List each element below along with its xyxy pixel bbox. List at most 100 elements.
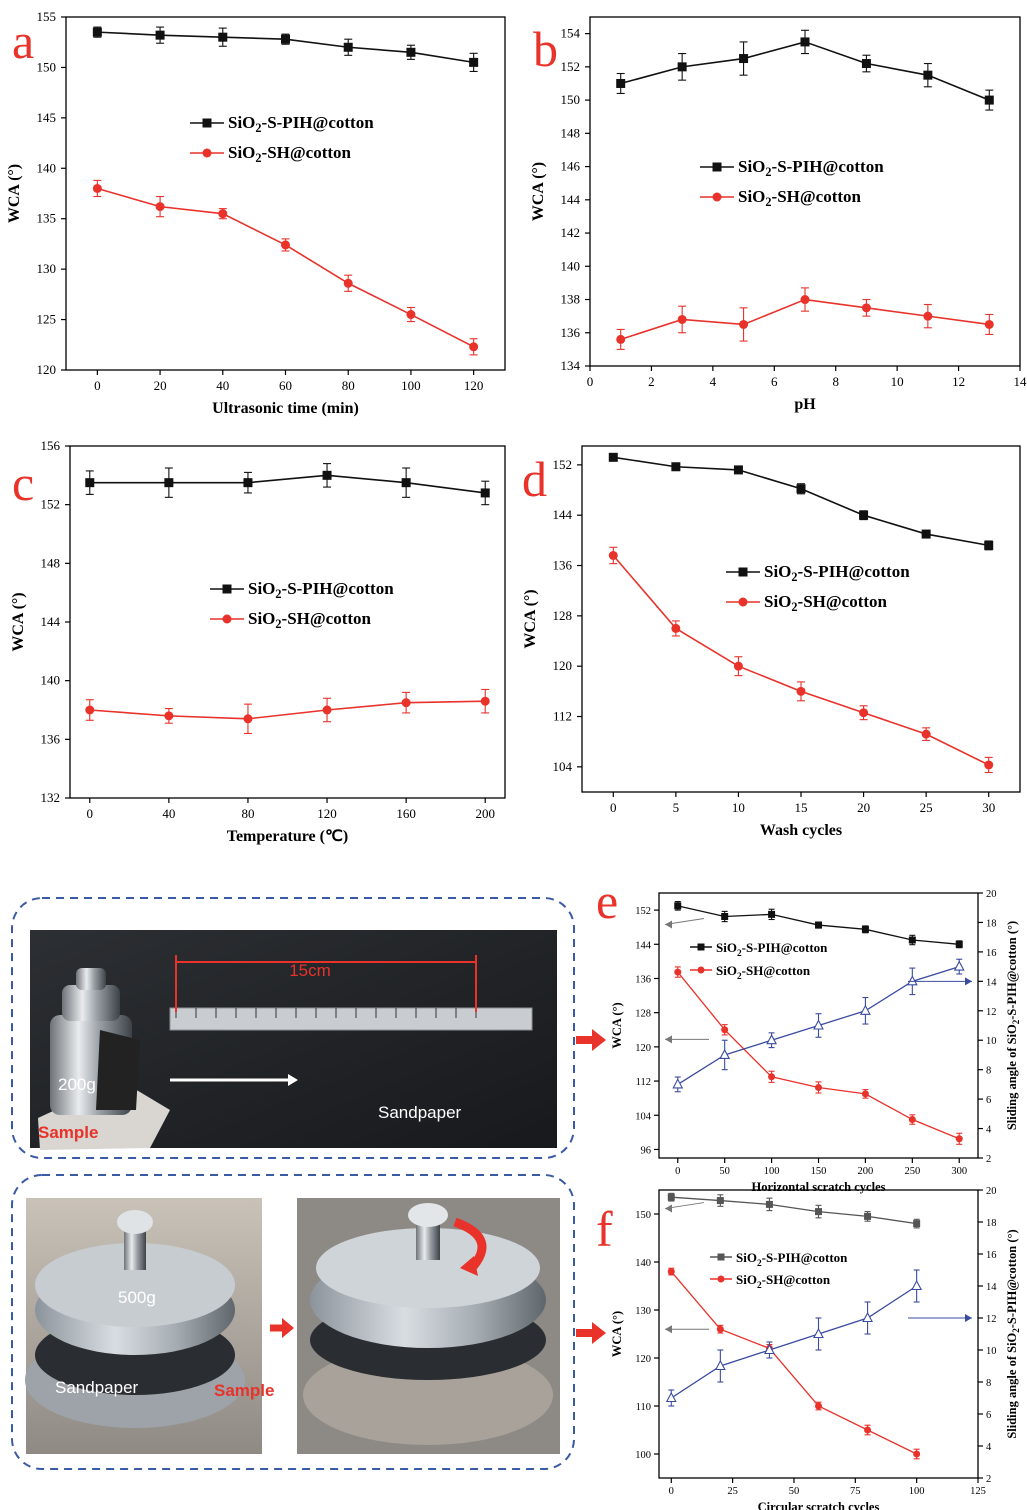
arrow-to-e bbox=[576, 1029, 606, 1051]
y2-tick-label: 10 bbox=[986, 1346, 997, 1357]
data-point bbox=[469, 57, 479, 67]
legend-entry: SiO2-S-PIH@cotton bbox=[210, 579, 394, 601]
series-line bbox=[670, 1271, 917, 1455]
y-tick-label: 144 bbox=[561, 192, 581, 207]
x-tick-label: 0 bbox=[669, 1486, 674, 1497]
y-tick-label: 125 bbox=[37, 312, 57, 327]
data-point bbox=[796, 686, 806, 696]
y2-tick-label: 8 bbox=[986, 1378, 991, 1389]
data-point bbox=[677, 314, 687, 324]
x-tick-label: 15 bbox=[795, 800, 808, 815]
y-tick-label: 136 bbox=[635, 974, 651, 985]
x-tick-label: 10 bbox=[891, 374, 904, 389]
sandpaper-label-top: Sandpaper bbox=[378, 1103, 462, 1122]
y2-tick-label: 20 bbox=[986, 1186, 997, 1197]
sample-label-top: Sample bbox=[38, 1123, 98, 1142]
series-sliding-angle bbox=[672, 958, 965, 1093]
y-tick-label: 152 bbox=[41, 497, 61, 512]
panel-label: d bbox=[522, 451, 547, 507]
x-tick-label: 12 bbox=[952, 374, 965, 389]
y-tick-label: 150 bbox=[561, 92, 581, 107]
y-tick-label: 152 bbox=[635, 906, 651, 917]
series-line bbox=[89, 700, 486, 720]
y-tick-label: 134 bbox=[561, 358, 581, 373]
x-tick-label: 0 bbox=[610, 800, 617, 815]
plot-frame bbox=[581, 445, 1021, 793]
data-point bbox=[921, 529, 931, 539]
data-point bbox=[861, 1090, 869, 1098]
photo-panel-bottom: 500g Sandpaper Sample bbox=[11, 1174, 575, 1470]
data-point bbox=[815, 1402, 822, 1410]
data-point bbox=[721, 913, 729, 921]
y-tick-label: 154 bbox=[561, 26, 581, 41]
data-point bbox=[667, 1268, 675, 1276]
series-line bbox=[613, 456, 989, 547]
y-tick-label: 144 bbox=[41, 614, 61, 629]
data-point bbox=[955, 1135, 963, 1143]
data-point bbox=[92, 27, 102, 37]
x-tick-label: 40 bbox=[162, 806, 175, 821]
y-axis-label: WCA (°) bbox=[6, 164, 23, 223]
arrow-to-f bbox=[576, 1322, 606, 1344]
y-tick-label: 112 bbox=[553, 709, 572, 724]
svg-text:SiO2-SH@cotton: SiO2-SH@cotton bbox=[716, 963, 811, 982]
data-point bbox=[401, 698, 411, 708]
data-point bbox=[164, 711, 174, 721]
data-point bbox=[608, 550, 618, 560]
data-point bbox=[469, 342, 479, 352]
series-line bbox=[89, 474, 486, 494]
y-tick-label: 120 bbox=[553, 658, 573, 673]
chart-a: 0 20 40 60 80 100 120 120 125 130 135 140 145 150 155 U… bbox=[6, 9, 506, 417]
panel-label: b bbox=[533, 21, 558, 77]
data-point bbox=[984, 319, 994, 329]
data-point bbox=[768, 1073, 776, 1081]
panel-label: f bbox=[596, 1201, 613, 1257]
data-point bbox=[164, 478, 174, 488]
chart-b: 0 2 4 6 8 10 12 14 134 136 138 140 142 144 146 148 150 15… bbox=[530, 16, 1027, 413]
x-axis-label: pH bbox=[794, 396, 816, 413]
y2-tick-label: 6 bbox=[986, 1095, 991, 1106]
x-tick-label: 0 bbox=[94, 378, 101, 393]
svg-text:SiO2-S-PIH@cotton: SiO2-S-PIH@cotton bbox=[248, 579, 394, 601]
legend-entry: SiO2-S-PIH@cotton bbox=[726, 562, 910, 584]
y-tick-label: 132 bbox=[41, 790, 61, 805]
y-tick-label: 96 bbox=[641, 1145, 652, 1156]
legend-entry: SiO2-S-PIH@cotton bbox=[690, 940, 828, 959]
y2-tick-label: 2 bbox=[986, 1154, 991, 1165]
y-tick-label: 128 bbox=[553, 608, 573, 623]
series-line bbox=[677, 971, 960, 1140]
data-point bbox=[815, 1083, 822, 1091]
y-tick-label: 104 bbox=[553, 759, 573, 774]
data-point bbox=[616, 334, 626, 344]
data-point bbox=[343, 278, 353, 288]
data-point bbox=[908, 1116, 916, 1124]
data-point bbox=[322, 470, 332, 480]
x-tick-label: 125 bbox=[970, 1486, 986, 1497]
x-tick-label: 4 bbox=[710, 374, 717, 389]
plot-frame bbox=[589, 16, 1021, 367]
ruler: 15cm bbox=[169, 955, 533, 1031]
svg-text:SiO2-S-PIH@cotton: SiO2-S-PIH@cotton bbox=[736, 1250, 848, 1269]
y-tick-label: 155 bbox=[37, 9, 57, 24]
x-tick-label: 250 bbox=[904, 1166, 920, 1177]
data-point bbox=[716, 1325, 724, 1333]
sandpaper-label-bottom: Sandpaper bbox=[55, 1378, 139, 1397]
x-axis-label: Horizontal scratch cycles bbox=[752, 1180, 886, 1194]
data-point bbox=[955, 940, 963, 948]
legend-entry: SiO2-S-PIH@cotton bbox=[700, 157, 884, 179]
y2-tick-label: 20 bbox=[986, 889, 997, 900]
data-point bbox=[608, 452, 618, 462]
x-tick-label: 50 bbox=[789, 1486, 800, 1497]
data-point bbox=[796, 484, 806, 494]
data-point bbox=[766, 1034, 778, 1045]
data-point bbox=[155, 202, 165, 212]
data-point bbox=[281, 240, 290, 250]
data-point bbox=[243, 478, 253, 488]
x-tick-label: 300 bbox=[951, 1166, 967, 1177]
x-tick-label: 10 bbox=[732, 800, 745, 815]
y-tick-label: 136 bbox=[553, 558, 573, 573]
data-point bbox=[401, 478, 411, 488]
series-sliding-angle bbox=[665, 1269, 923, 1407]
data-point bbox=[800, 295, 810, 305]
